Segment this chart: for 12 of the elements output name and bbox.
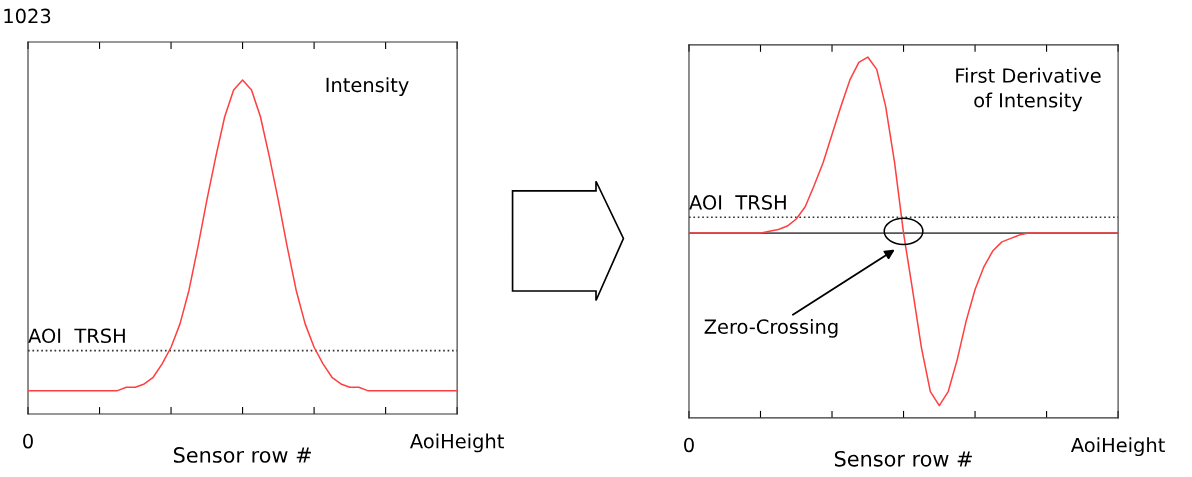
x-axis-title: Sensor row # — [834, 450, 972, 467]
annotation: Intensity — [326, 77, 409, 97]
ref-line-label: AOI TRSH — [689, 195, 786, 210]
x-tick-label: 0 — [684, 437, 694, 453]
x-tick-label: AoiHeight — [1070, 437, 1165, 457]
text: 1023 — [4, 8, 51, 24]
x-tick-label: AoiHeight — [410, 433, 504, 453]
ref-line-label: AOI TRSH — [28, 328, 125, 344]
x-axis-title: Sensor row # — [173, 447, 311, 463]
annotation: Zero-Crossing — [704, 318, 838, 338]
annotation: First Derivative of Intensity — [956, 67, 1101, 112]
x-tick-label: 0 — [23, 433, 33, 449]
